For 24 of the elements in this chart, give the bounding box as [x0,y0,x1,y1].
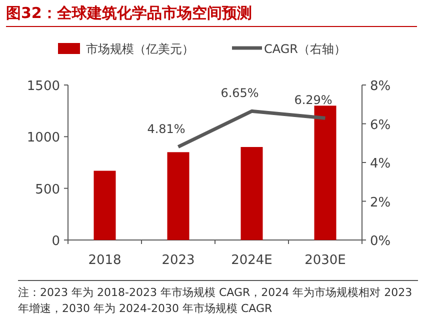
y2-tick-label: 4% [370,156,391,172]
x-tick-label: 2024E [231,253,272,268]
data-label: 6.29% [294,93,332,108]
y2-tick-label: 2% [370,195,391,210]
data-label: 6.65% [220,86,259,100]
bar [240,147,263,240]
y2-tick-label: 8% [370,79,391,94]
bar [167,152,190,240]
legend-label: CAGR（右轴） [264,42,346,56]
y-tick-label: 1000 [26,130,60,146]
text: 注：2023 年为 2018-2023 年市场规模 CAGR，2024 年为市场规模相对 2023 年增速，2030 年为 2024-2030 年市场规模 CAGR [18,285,414,317]
bar [94,170,116,240]
y-tick-label: 500 [35,182,60,198]
bar [314,106,336,240]
x-tick-label: 2018 [88,253,122,268]
y-tick-label: 0 [52,234,60,249]
data-label: 4.81% [147,122,186,136]
x-tick-label: 2030E [304,253,346,268]
y2-tick-label: 6% [370,118,391,133]
legend-label: 市场规模（亿美元） [86,42,194,56]
y-tick-label: 1500 [26,79,60,94]
chart-title: 图32：全球建筑化学品市场空间预测 [6,4,417,27]
x-tick-label: 2023 [162,253,195,268]
y2-tick-label: 0% [370,234,391,249]
